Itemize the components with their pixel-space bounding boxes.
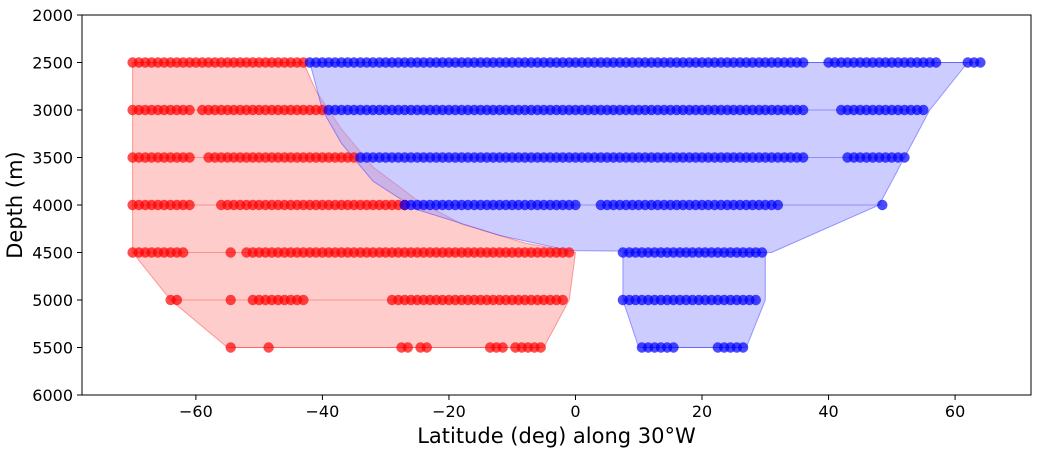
y-tick-label: 3000 (32, 101, 73, 120)
blue-data-point (772, 199, 784, 211)
red-data-point (171, 294, 183, 306)
blue-data-point (899, 152, 910, 163)
y-tick-label: 6000 (32, 386, 73, 405)
data-points (127, 57, 986, 353)
y-axis-label: Depth (m) (3, 151, 27, 258)
y-tick-label: 2500 (32, 54, 73, 73)
red-data-point (184, 199, 195, 211)
blue-data-point (918, 104, 929, 116)
blue-data-point (975, 57, 986, 68)
blue-data-point (798, 104, 809, 116)
x-axis-label: Latitude (deg) along 30°W (417, 424, 696, 448)
red-data-point (421, 342, 432, 353)
red-data-point (225, 294, 236, 306)
x-tick-label: 60 (945, 402, 965, 421)
red-data-point (225, 342, 236, 353)
x-tick-label: 40 (818, 402, 838, 421)
red-data-point (497, 342, 508, 353)
y-tick-label: 3500 (32, 149, 73, 168)
blue-data-point (798, 152, 809, 163)
blue-data-point (798, 57, 809, 68)
x-tick-label: 20 (692, 402, 712, 421)
blue-data-point (737, 342, 749, 353)
blue-data-point (930, 57, 942, 68)
blue-data-point (570, 199, 581, 211)
blue-data-point (668, 342, 679, 353)
blue-data-point (756, 247, 768, 258)
red-data-point (178, 247, 189, 258)
red-data-point (184, 104, 195, 116)
red-data-point (263, 342, 274, 353)
y-tick-label: 5000 (32, 291, 73, 310)
red-data-point (225, 247, 236, 258)
y-tick-label: 4500 (32, 244, 73, 263)
y-tick-label: 5500 (32, 339, 73, 358)
x-tick-label: −20 (432, 402, 466, 421)
x-tick-label: 0 (570, 402, 580, 421)
blue-data-point (877, 199, 888, 211)
red-data-point (298, 294, 309, 306)
red-data-point (402, 342, 413, 353)
red-data-point (564, 247, 575, 258)
axis-ticks: −60 −40 −20 0 20 40 60 2000 2500 3000 3500 4000 4500… (32, 6, 965, 421)
y-tick-label: 2000 (32, 6, 73, 25)
red-data-point (184, 152, 195, 163)
red-data-point (535, 342, 546, 353)
red-data-point (557, 294, 568, 306)
blue-data-point (750, 294, 761, 306)
x-tick-label: −40 (306, 402, 340, 421)
y-tick-label: 4000 (32, 196, 73, 215)
x-tick-label: −60 (179, 402, 213, 421)
